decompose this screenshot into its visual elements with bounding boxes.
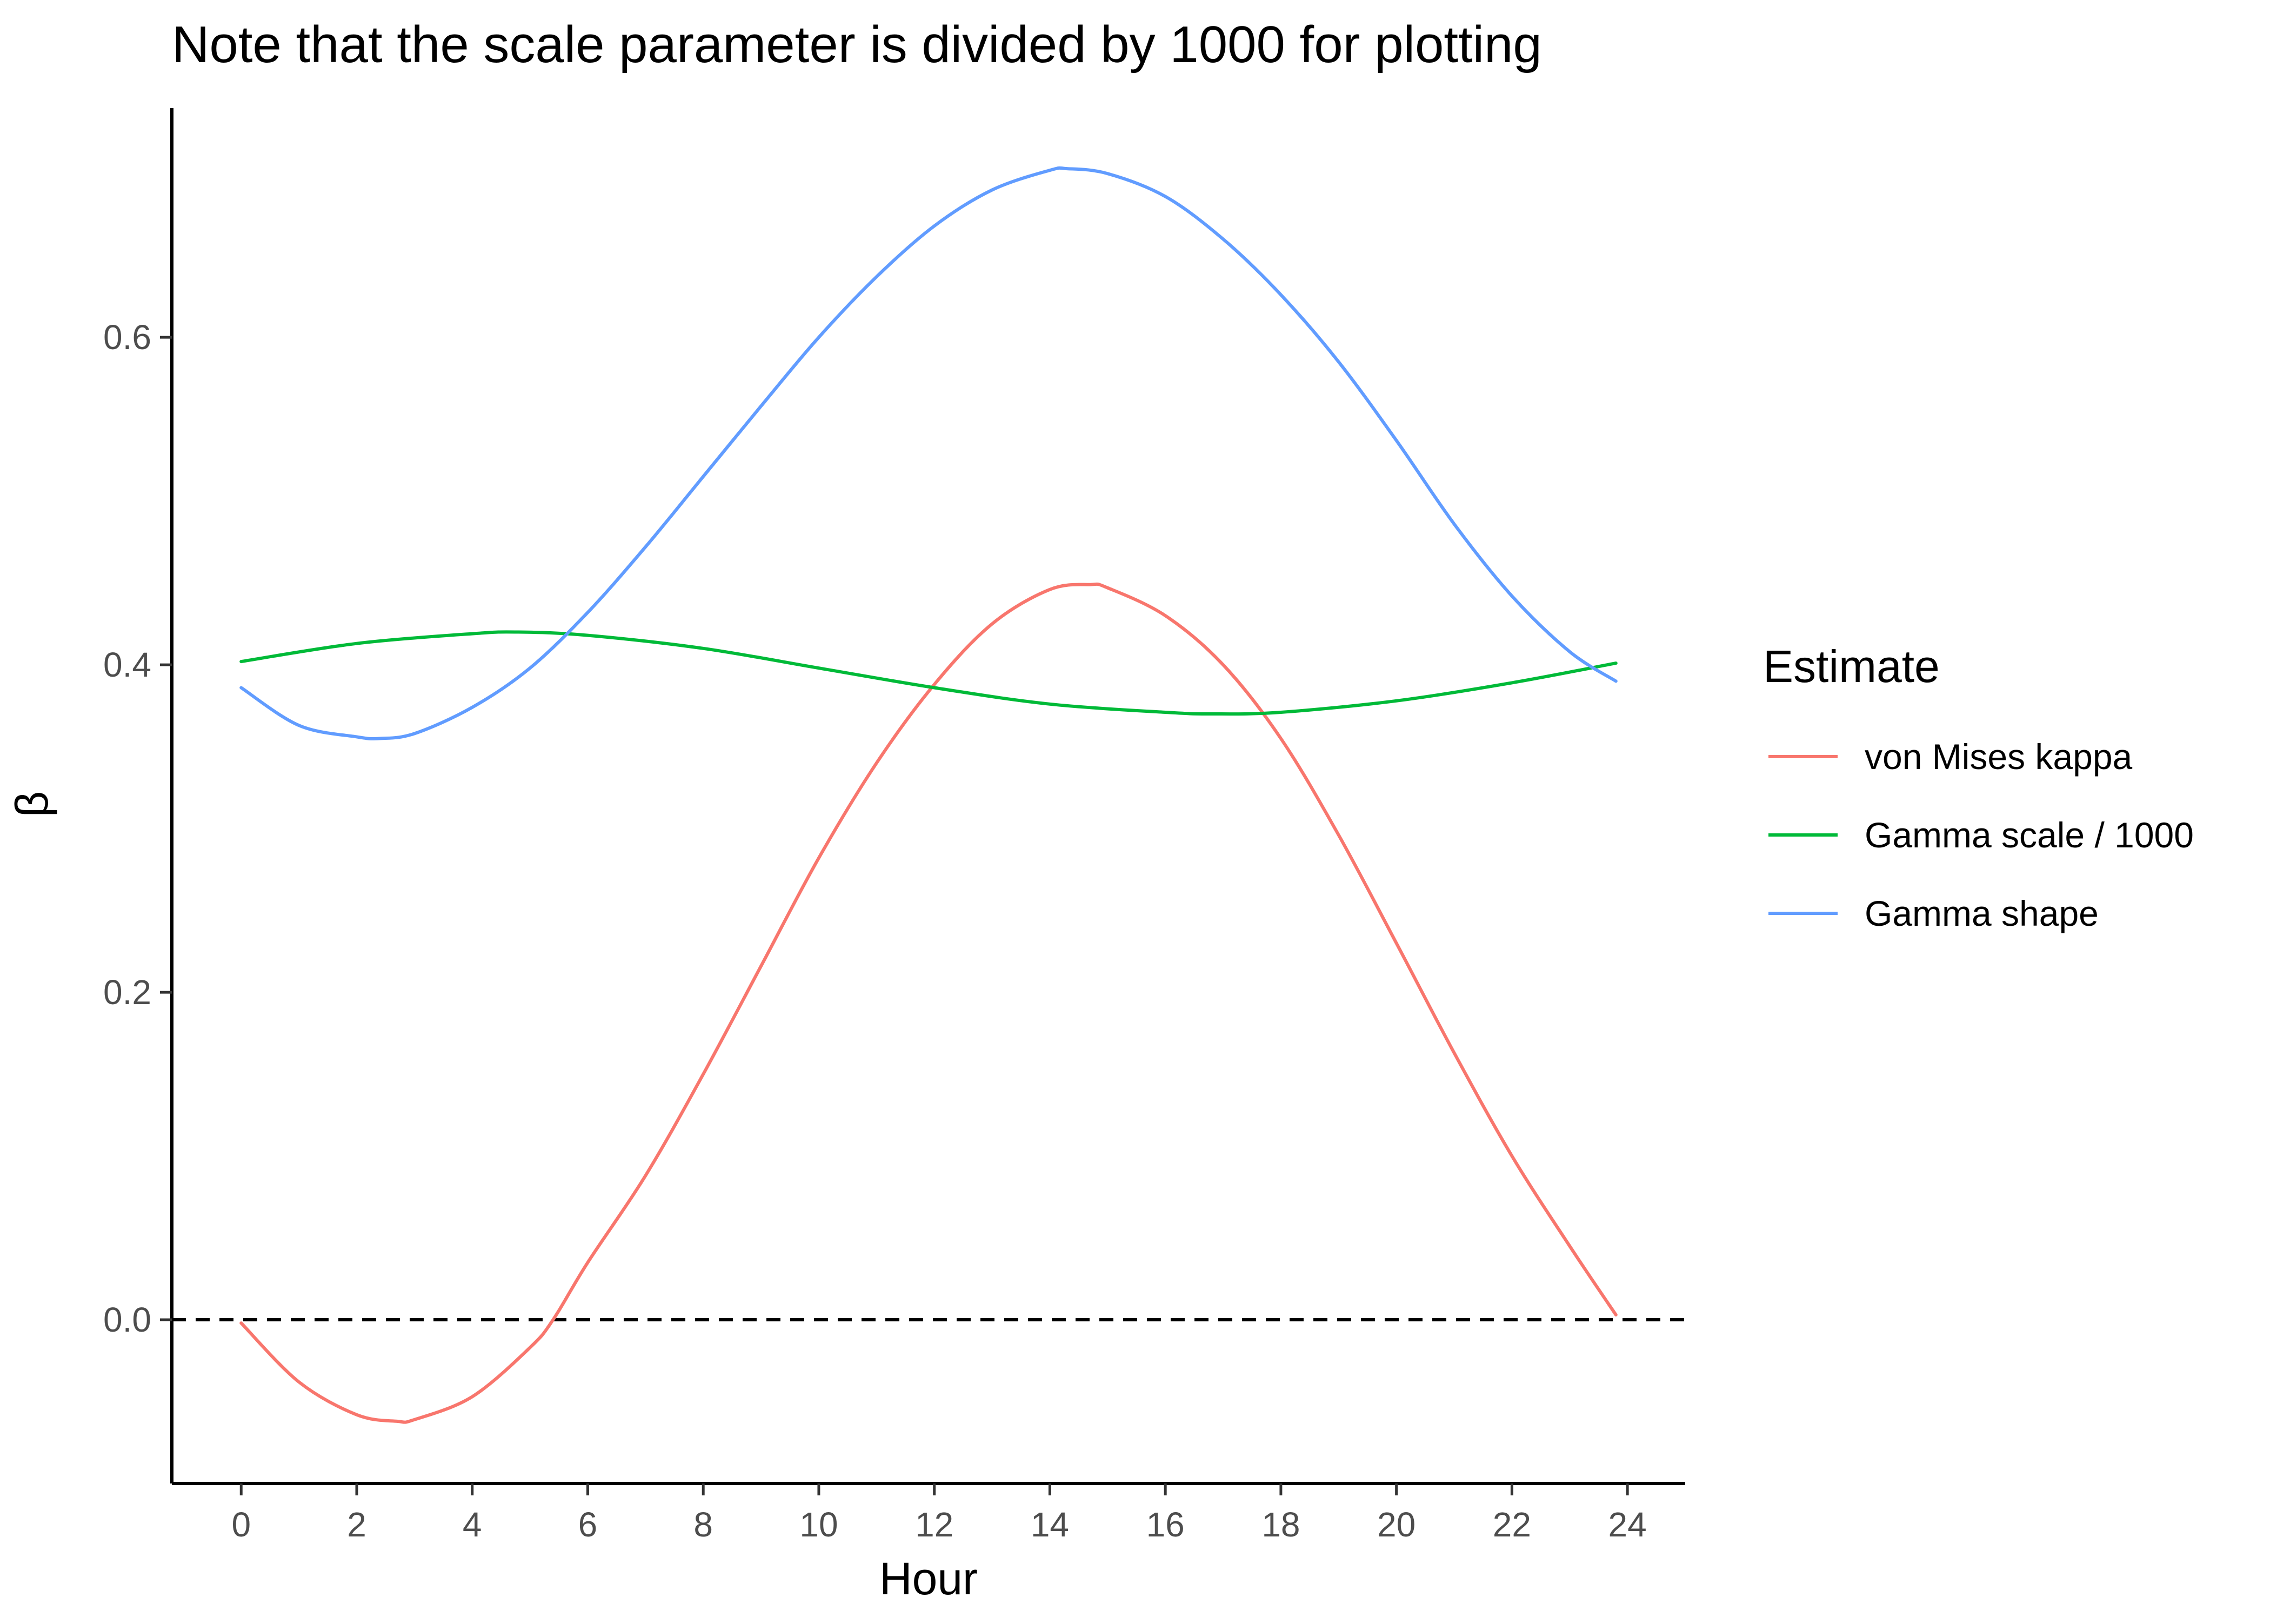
legend-label-von-mises-kappa: von Mises kappa [1865,737,2133,777]
x-tick-label: 10 [799,1505,838,1544]
x-tick-label: 0 [231,1505,251,1544]
series-line-gamma-shape [239,166,1618,741]
legend-items: von Mises kappa Gamma scale / 1000 Gamma s… [1768,737,2194,933]
legend-label-gamma-scale-1000: Gamma scale / 1000 [1865,815,2194,855]
x-tick-label: 6 [578,1505,598,1544]
x-tick-label: 2 [347,1505,366,1544]
legend-label-gamma-shape: Gamma shape [1865,893,2099,933]
y-tick-label: 0.0 [103,1300,151,1339]
series-line-gamma-scale-1000 [239,630,1618,716]
x-tick-label: 20 [1377,1505,1416,1544]
legend: Estimate von Mises kappa Gamma scale / 10… [1763,641,2194,933]
x-tick-label: 18 [1261,1505,1300,1544]
legend-title: Estimate [1763,641,1940,692]
x-tick-label: 24 [1608,1505,1647,1544]
x-tick-label: 14 [1031,1505,1069,1544]
y-axis-label: β [6,791,57,817]
x-axis-label: Hour [879,1553,978,1604]
x-tick-label: 8 [693,1505,713,1544]
y-tick-label: 0.4 [103,645,151,684]
y-axis-ticks: 0.0 0.2 0.4 0.6 [103,318,172,1339]
x-tick-label: 12 [915,1505,953,1544]
y-tick-label: 0.6 [103,318,151,357]
series-line-von-mises-kappa [239,582,1618,1424]
x-axis-ticks: 0 2 4 6 8 10 12 14 16 18 20 22 24 [231,1483,1647,1544]
x-tick-label: 22 [1493,1505,1531,1544]
chart-title: Note that the scale parameter is divided… [172,16,1542,73]
y-tick-label: 0.2 [103,973,151,1012]
x-tick-label: 4 [463,1505,482,1544]
x-tick-label: 16 [1146,1505,1185,1544]
plot-panel [172,166,1685,1424]
